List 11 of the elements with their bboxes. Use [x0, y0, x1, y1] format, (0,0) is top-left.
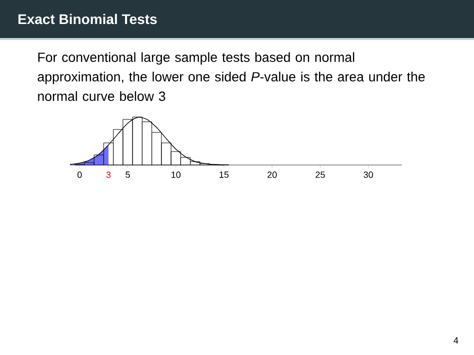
x-tick-label: 15: [220, 172, 229, 178]
x-tick-label: 20: [268, 172, 277, 178]
x-tick-label: 0: [77, 172, 82, 178]
x-tick-label: 3: [106, 172, 111, 178]
x-tick-label: 10: [172, 172, 181, 178]
text: 4: [454, 337, 458, 344]
text: For conventional large sample tests based on normal approximation, the lower one sided P-value is the area under the normal curve below 3: [38, 52, 425, 101]
x-tick-label: 30: [364, 172, 373, 178]
x-tick-label: 5: [126, 172, 130, 178]
x-tick-label: 25: [316, 172, 325, 178]
chart-title: Exact Binomial Tests: [18, 14, 157, 24]
